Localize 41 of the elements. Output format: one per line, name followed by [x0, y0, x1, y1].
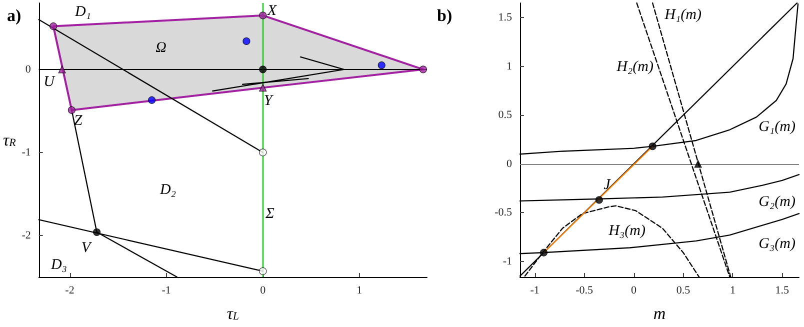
- annotation: D₁: [74, 4, 92, 20]
- y-tick-label: -2: [22, 229, 31, 242]
- x-tick-label: -1: [530, 284, 540, 296]
- annotation: G₁(m): [758, 119, 796, 135]
- annotation: D₃: [50, 257, 68, 273]
- x-tick-label: 1.5: [775, 284, 790, 296]
- annotation: Z: [74, 113, 83, 129]
- annotation: G₂(m): [758, 194, 796, 210]
- y-tick-label: -0.5: [494, 206, 512, 219]
- x-axis-title: m: [653, 304, 666, 323]
- x-tick-label: 1: [356, 284, 362, 296]
- y-axis-title: τR: [2, 130, 16, 150]
- y-tick-label: 0: [25, 63, 32, 76]
- y-tick-label: 1: [506, 60, 512, 72]
- annotation: X: [266, 3, 278, 19]
- annotation: V: [81, 240, 92, 256]
- x-tick-label: -1: [162, 284, 171, 296]
- y-tick-label: 0: [506, 158, 512, 170]
- x-tick-label: -0.5: [576, 284, 594, 296]
- y-tick-label: -1: [502, 255, 512, 268]
- x-tick-label: -2: [65, 284, 74, 296]
- annotation: Σ: [264, 206, 275, 222]
- x-axis-title: τL: [226, 304, 240, 323]
- x-tick-label: 1: [730, 284, 736, 296]
- y-tick-label: -1: [22, 146, 31, 158]
- x-tick-label: 0.5: [676, 284, 691, 296]
- y-tick-label: 1.5: [498, 12, 512, 24]
- annotation: D₂: [158, 182, 176, 198]
- x-tick-label: 0: [631, 284, 638, 296]
- annotation: Ω: [156, 40, 167, 56]
- annotation: G₃(m): [758, 236, 796, 252]
- chart-title: b): [437, 6, 452, 25]
- annotation: H₃(m): [608, 223, 646, 239]
- annotation: U: [44, 74, 56, 90]
- y-tick-label: 0.5: [498, 109, 512, 122]
- annotation: J: [604, 177, 612, 193]
- annotation: Y: [264, 93, 274, 109]
- x-tick-label: 0: [260, 284, 266, 296]
- annotation: H₂(m): [616, 59, 654, 75]
- annotation: H₁(m): [664, 7, 702, 23]
- chart-title: a): [7, 6, 22, 25]
